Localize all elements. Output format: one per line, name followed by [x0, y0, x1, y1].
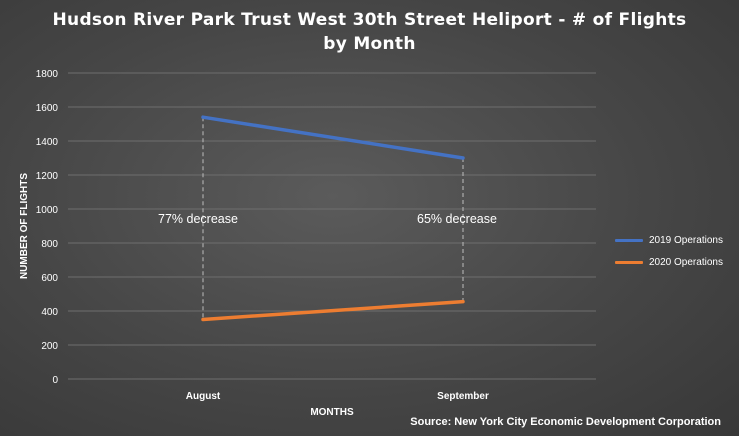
y-tick-label-1600: 1600: [36, 103, 59, 114]
legend: 2019 Operations 2020 Operations: [615, 229, 723, 273]
x-axis-title: MONTHS: [310, 407, 354, 418]
legend-label-2019: 2019 Operations: [649, 234, 723, 246]
chart-title-line-2: by Month: [323, 34, 416, 54]
y-tick-label-600: 600: [41, 273, 58, 284]
series-line-2020: [201, 299, 465, 322]
y-tick-label-400: 400: [41, 307, 58, 318]
chart-title-line-1: Hudson River Park Trust West 30th Street…: [52, 10, 687, 30]
y-tick-label-1000: 1000: [36, 205, 59, 216]
y-tick-label-800: 800: [41, 239, 58, 250]
x-tick-label-september: September: [437, 391, 489, 402]
legend-swatch-2019: [615, 238, 643, 242]
legend-label-2020: 2020 Operations: [649, 256, 723, 268]
x-tick-label-august: August: [186, 391, 221, 402]
y-tick-label-1800: 1800: [36, 69, 59, 80]
legend-swatch-2020: [615, 260, 643, 264]
y-tick-label-1200: 1200: [36, 171, 59, 182]
y-tick-label-0: 0: [52, 375, 58, 386]
annotation-1: 77% decrease: [158, 212, 238, 226]
y-tick-label-200: 200: [41, 341, 58, 352]
legend-item-2020: 2020 Operations: [615, 251, 723, 273]
series-line-2019: [201, 115, 465, 160]
annotation-2: 65% decrease: [417, 212, 497, 226]
source-note: Source: New York City Economic Developme…: [410, 416, 721, 428]
legend-item-2019: 2019 Operations: [615, 229, 723, 251]
y-axis-title: NUMBER OF FLIGHTS: [19, 173, 30, 279]
y-tick-label-1400: 1400: [36, 137, 59, 148]
